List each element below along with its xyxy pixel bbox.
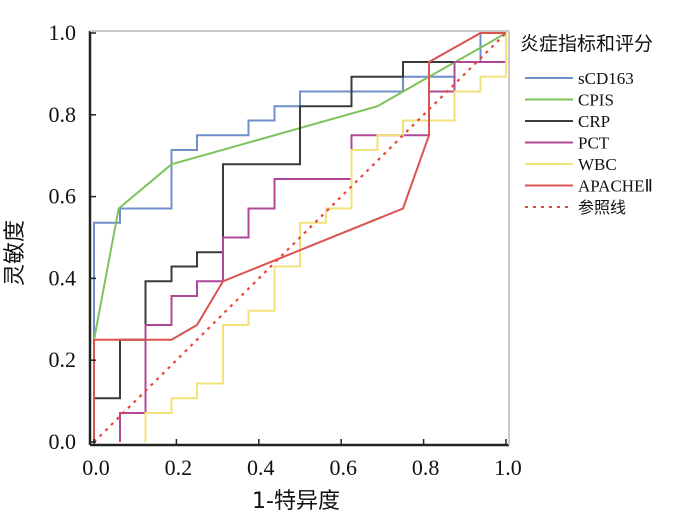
x-axis-label: 1-特异度: [252, 489, 340, 514]
y-axis-label: 灵敏度: [3, 220, 28, 286]
series-line: [93, 32, 507, 443]
x-tick-label: 0.2: [165, 455, 193, 480]
y-tick-label: 0.2: [49, 347, 77, 372]
y-tick-label: 0.8: [49, 102, 77, 127]
series-layer: [93, 32, 507, 443]
y-tick-label: 1.0: [49, 20, 77, 45]
x-tick-label: 0.6: [329, 455, 357, 480]
plot-area: [88, 30, 510, 447]
legend-label: CRP: [578, 112, 610, 131]
x-tick-label: 0.4: [247, 455, 275, 480]
legend-label: sCD163: [578, 69, 634, 88]
legend-label: 参照线: [578, 198, 626, 217]
legend-label: WBC: [578, 155, 617, 174]
x-tick-label: 0.8: [412, 455, 440, 480]
legend-title: 炎症指标和评分: [520, 33, 653, 55]
x-tick-label: 0.0: [82, 455, 110, 480]
y-tick-label: 0.4: [49, 265, 77, 290]
legend: 炎症指标和评分 sCD163 CPIS CRP PCT WBC APACHEⅡ 参照线: [520, 33, 653, 217]
legend-label: APACHEⅡ: [578, 177, 653, 196]
legend-label: PCT: [578, 134, 610, 153]
axis-ticks: 0.0 0.2 0.4 0.6 0.8 1.0 0.0 0.2 0.4 0.6 0.8 1.0: [49, 20, 522, 480]
legend-label: CPIS: [578, 91, 614, 110]
series-line: [93, 32, 506, 442]
y-tick-label: 0.6: [49, 184, 77, 209]
x-tick-label: 1.0: [494, 455, 522, 480]
series-line: [144, 33, 507, 442]
y-tick-label: 0.0: [49, 429, 77, 454]
series-line: [93, 32, 507, 442]
series-line: [119, 47, 507, 442]
